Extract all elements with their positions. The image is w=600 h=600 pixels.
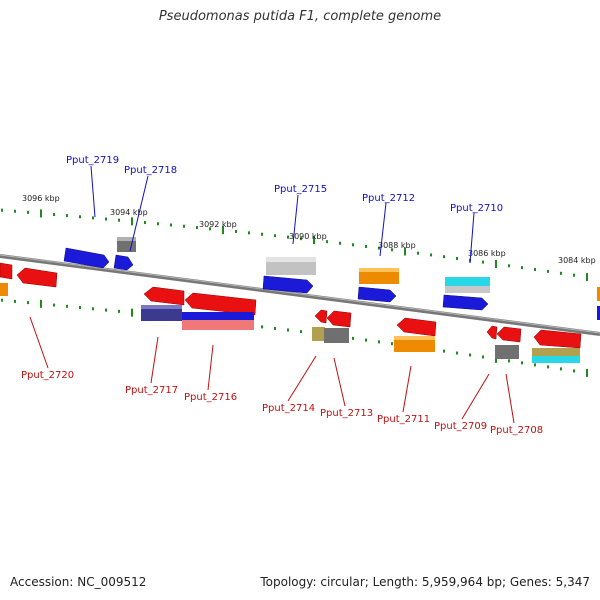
gene-arrow[interactable] [0, 262, 13, 280]
gene-arrow[interactable] [533, 329, 582, 349]
upper-strand-genes [63, 237, 600, 320]
gene-box[interactable] [532, 348, 580, 356]
coordinate-label: 3086 kbp [468, 249, 506, 258]
gene-arrow[interactable] [314, 309, 328, 324]
gene-box-highlight [394, 336, 435, 340]
gene-box[interactable] [445, 277, 490, 286]
gene-label[interactable]: Pput_2718 [124, 165, 177, 176]
gene-arrow[interactable] [486, 325, 498, 340]
coordinate-label: 3094 kbp [110, 208, 148, 217]
gene-arrow[interactable] [442, 294, 489, 311]
gene-arrow[interactable] [16, 267, 58, 288]
gene-label[interactable]: Pput_2720 [21, 370, 74, 381]
coordinate-label: 3096 kbp [22, 194, 60, 203]
coordinate-labels: 3096 kbp 3094 kbp 3092 kbp 3090 kbp 3088… [22, 194, 596, 265]
gene-box[interactable] [0, 283, 8, 296]
gene-label[interactable]: Pput_2714 [262, 403, 315, 414]
gene-box[interactable] [324, 328, 349, 343]
gene-arrow[interactable] [496, 326, 522, 343]
gene-label[interactable]: Pput_2711 [377, 414, 430, 425]
gene-box[interactable] [182, 320, 254, 330]
coordinate-label: 3090 kbp [289, 232, 327, 241]
gene-box[interactable] [495, 345, 519, 359]
coordinate-label: 3084 kbp [558, 256, 596, 265]
gene-box[interactable] [597, 287, 600, 301]
gene-arrow[interactable] [262, 275, 314, 294]
genome-backbone [0, 254, 600, 336]
genome-backbone-highlight [0, 254, 600, 334]
gene-label[interactable]: Pput_2717 [125, 385, 178, 396]
gene-box[interactable] [445, 286, 490, 293]
gene-box[interactable] [597, 306, 600, 320]
gene-arrow[interactable] [326, 310, 352, 328]
gene-label[interactable]: Pput_2713 [320, 408, 373, 419]
gene-arrow[interactable] [113, 254, 134, 271]
tick-row-upper [1, 208, 588, 282]
lower-strand-genes [0, 262, 582, 363]
gene-labels-bottom: Pput_2720 Pput_2717 Pput_2716 Pput_2714 … [21, 370, 543, 436]
gene-box[interactable] [532, 356, 580, 363]
coordinate-label: 3092 kbp [199, 220, 237, 229]
label-leaders [29, 165, 515, 424]
gene-arrow[interactable] [396, 317, 437, 337]
gene-box-highlight [266, 257, 316, 262]
map-title: Pseudomonas putida F1, complete genome [158, 9, 442, 24]
gene-box[interactable] [182, 312, 254, 320]
gene-box-highlight [141, 305, 182, 309]
gene-arrow[interactable] [143, 286, 185, 306]
gene-label[interactable]: Pput_2712 [362, 193, 415, 204]
coordinate-label: 3088 kbp [378, 241, 416, 250]
genome-summary-text: Topology: circular; Length: 5,959,964 bp… [260, 575, 590, 589]
gene-label[interactable]: Pput_2709 [434, 421, 487, 432]
gene-labels-top: Pput_2719 Pput_2718 Pput_2715 Pput_2712 … [66, 155, 503, 214]
tick-row-lower [1, 298, 588, 377]
gene-label[interactable]: Pput_2710 [450, 203, 503, 214]
gene-arrow[interactable] [184, 292, 257, 316]
accession-text: Accession: NC_009512 [10, 575, 147, 589]
gene-box[interactable] [312, 327, 325, 341]
gene-label[interactable]: Pput_2716 [184, 392, 237, 403]
gene-arrow[interactable] [63, 247, 110, 269]
gene-label[interactable]: Pput_2715 [274, 184, 327, 195]
gene-label[interactable]: Pput_2708 [490, 425, 543, 436]
gene-box-highlight [117, 237, 136, 241]
gene-box-highlight [359, 268, 399, 272]
gene-arrow[interactable] [357, 286, 397, 303]
gene-label[interactable]: Pput_2719 [66, 155, 119, 166]
